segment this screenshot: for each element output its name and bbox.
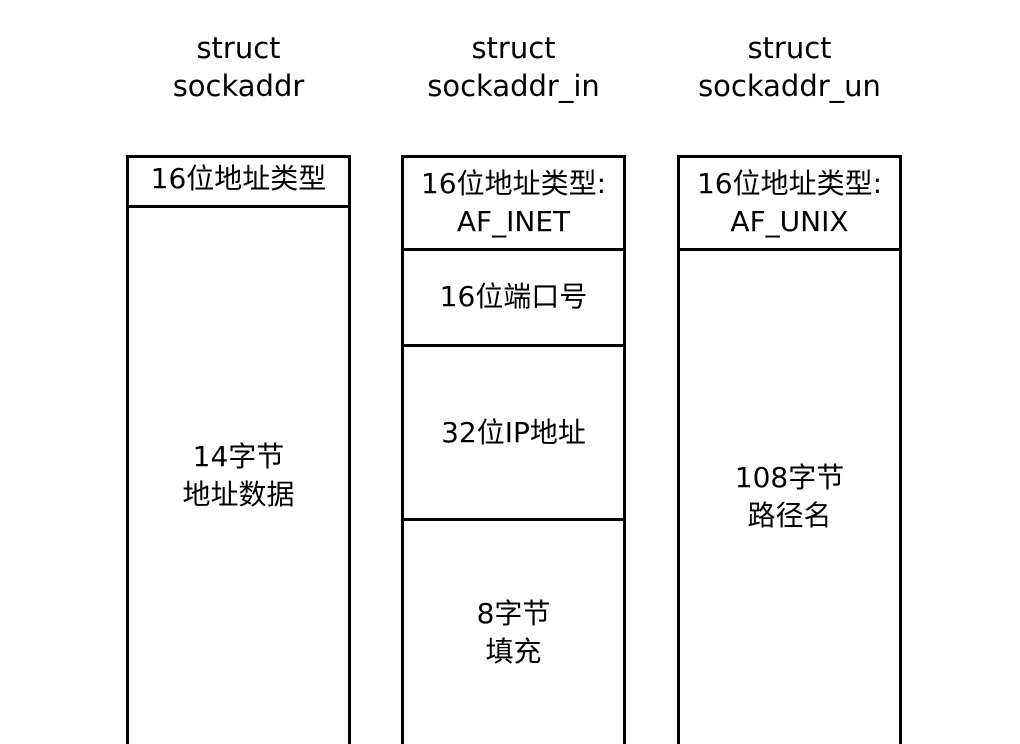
title-line: struct: [401, 30, 626, 68]
cell-sockaddr-in-ip: 32位IP地址: [404, 347, 623, 521]
cell-text: 地址数据: [182, 476, 294, 514]
title-line: sockaddr_in: [401, 68, 626, 106]
cell-text: 16位地址类型:: [421, 165, 606, 203]
cell-text: 16位端口号: [440, 278, 588, 316]
cell-text: 8字节: [477, 595, 551, 633]
title-line: sockaddr: [126, 68, 351, 106]
cell-text: 16位地址类型: [151, 160, 327, 198]
struct-title-sockaddr: struct sockaddr: [126, 30, 351, 105]
cell-sockaddr-data: 14字节 地址数据: [129, 208, 348, 744]
cell-sockaddr-in-pad: 8字节 填充: [404, 521, 623, 744]
struct-box-sockaddr: 16位地址类型 14字节 地址数据: [126, 155, 351, 744]
struct-title-sockaddr-un: struct sockaddr_un: [677, 30, 902, 105]
cell-text: AF_UNIX: [697, 203, 882, 241]
cell-text: 32位IP地址: [441, 414, 586, 452]
cell-sockaddr-family: 16位地址类型: [129, 158, 348, 208]
struct-box-sockaddr-un: 16位地址类型: AF_UNIX 108字节 路径名: [677, 155, 902, 744]
title-line: struct: [126, 30, 351, 68]
cell-text: AF_INET: [421, 203, 606, 241]
cell-text: 16位地址类型:: [697, 165, 882, 203]
cell-sockaddr-in-family: 16位地址类型: AF_INET: [404, 158, 623, 251]
struct-box-sockaddr-in: 16位地址类型: AF_INET 16位端口号 32位IP地址 8字节 填充: [401, 155, 626, 744]
cell-sockaddr-un-path: 108字节 路径名: [680, 251, 899, 744]
cell-sockaddr-in-port: 16位端口号: [404, 251, 623, 348]
struct-title-sockaddr-in: struct sockaddr_in: [401, 30, 626, 105]
title-line: struct: [677, 30, 902, 68]
cell-text: 路径名: [735, 497, 844, 535]
cell-sockaddr-un-family: 16位地址类型: AF_UNIX: [680, 158, 899, 251]
cell-text: 108字节: [735, 459, 844, 497]
title-line: sockaddr_un: [677, 68, 902, 106]
diagram-canvas: struct sockaddr 16位地址类型 14字节 地址数据 struct…: [0, 0, 1020, 744]
cell-text: 填充: [477, 633, 551, 671]
cell-text: 14字节: [182, 438, 294, 476]
